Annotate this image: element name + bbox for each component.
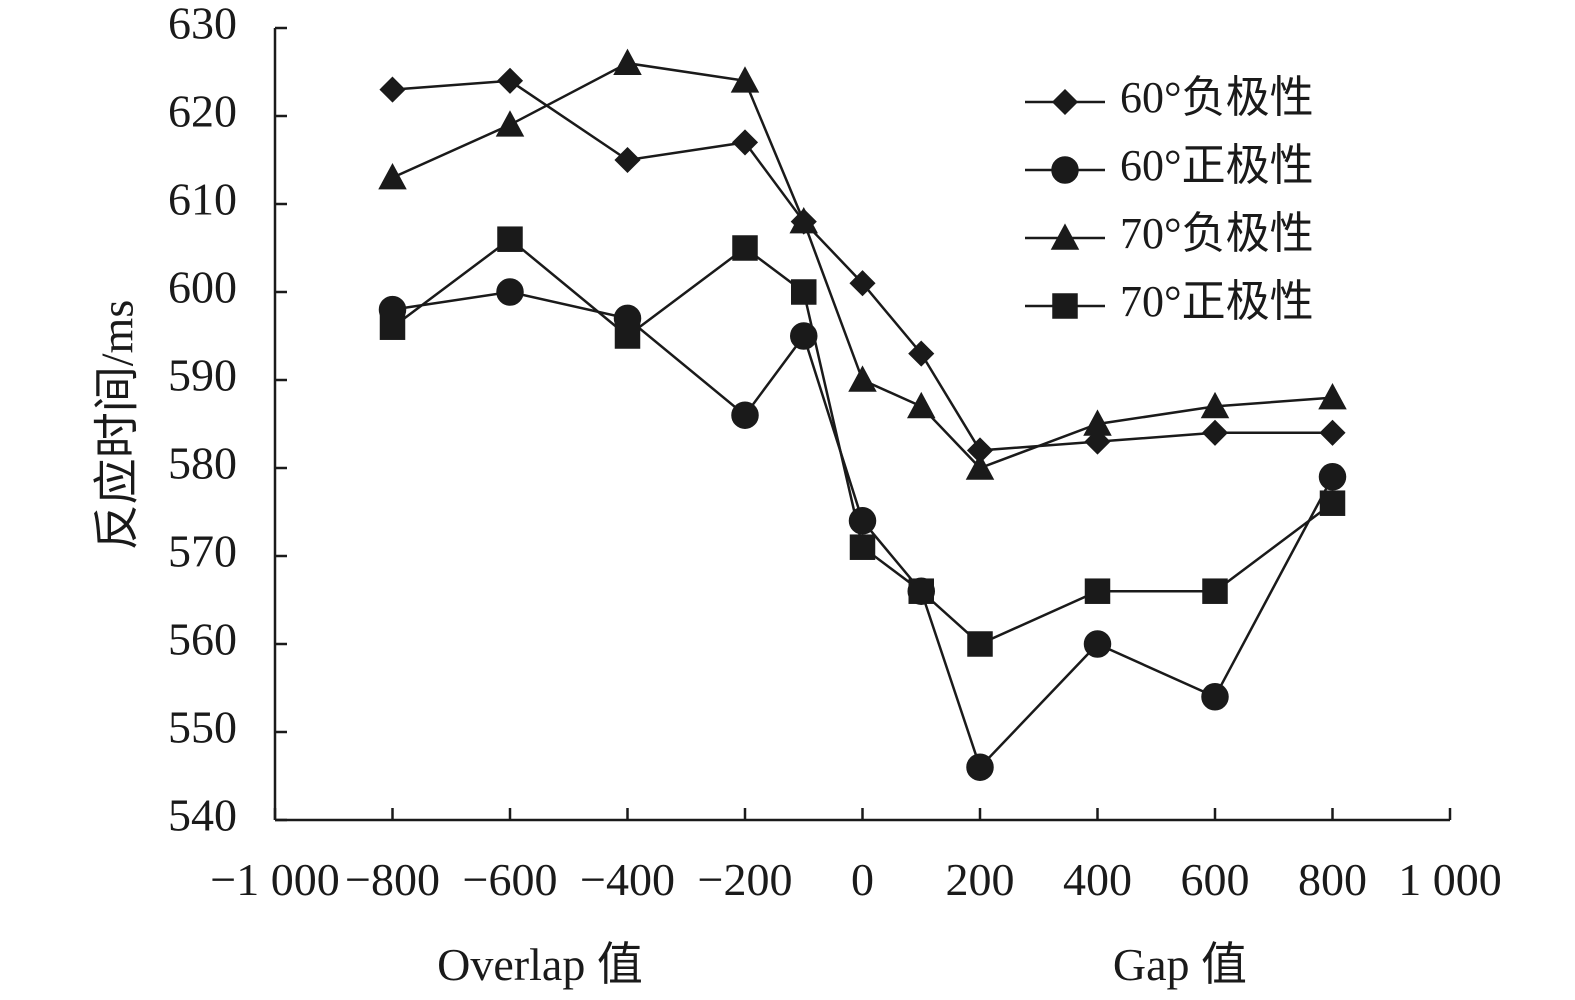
data-point bbox=[1201, 683, 1229, 711]
data-point bbox=[496, 67, 524, 94]
data-point bbox=[966, 753, 994, 781]
legend: 60°负极性 60°正极性 70°负极性 70°正极性 bbox=[1025, 73, 1314, 326]
data-point bbox=[908, 578, 934, 604]
data-point bbox=[731, 129, 759, 156]
x-tick-label: 0 bbox=[851, 854, 874, 905]
x-axis-title-overlap: Overlap 值 bbox=[437, 939, 643, 990]
data-point bbox=[790, 322, 818, 350]
y-tick-label: 580 bbox=[168, 438, 237, 489]
legend-item: 70°正极性 bbox=[1025, 277, 1314, 326]
y-tick-label: 540 bbox=[168, 790, 237, 841]
data-point bbox=[791, 279, 817, 305]
data-point bbox=[730, 66, 760, 93]
series-triangle bbox=[378, 48, 1347, 480]
data-point bbox=[789, 207, 819, 234]
data-point bbox=[906, 391, 936, 419]
legend-label: 70°负极性 bbox=[1120, 209, 1314, 258]
data-point bbox=[731, 401, 759, 429]
data-point bbox=[1083, 630, 1112, 658]
data-point bbox=[495, 110, 525, 137]
data-point bbox=[1200, 391, 1230, 419]
legend-label: 60°负极性 bbox=[1120, 73, 1314, 122]
x-tick-label: 1 000 bbox=[1398, 854, 1502, 905]
y-tick-label: 620 bbox=[168, 86, 237, 137]
data-point bbox=[1084, 578, 1111, 604]
legend-marker bbox=[1050, 223, 1080, 250]
data-point bbox=[848, 365, 877, 392]
data-point bbox=[908, 340, 935, 367]
data-point bbox=[732, 235, 758, 261]
data-point bbox=[1318, 383, 1347, 410]
y-tick-label: 590 bbox=[168, 350, 237, 401]
legend-label: 60°正极性 bbox=[1120, 141, 1314, 190]
y-tick-label: 610 bbox=[168, 174, 237, 225]
legend-label: 70°正极性 bbox=[1120, 277, 1314, 326]
legend-item: 70°负极性 bbox=[1025, 209, 1314, 258]
series-square bbox=[379, 226, 1346, 657]
x-tick-label: 400 bbox=[1063, 854, 1132, 905]
y-axis-title: 反应时间/ms bbox=[92, 300, 143, 550]
data-point bbox=[497, 226, 523, 252]
data-point bbox=[1319, 419, 1346, 446]
y-tick-label: 550 bbox=[168, 702, 237, 753]
x-axis-title-gap: Gap 值 bbox=[1113, 939, 1247, 990]
data-point bbox=[496, 278, 524, 306]
x-tick-label: 600 bbox=[1181, 854, 1250, 905]
data-point bbox=[967, 631, 993, 657]
x-tick-label: −600 bbox=[463, 854, 558, 905]
data-point bbox=[613, 48, 642, 75]
x-tick-label: 800 bbox=[1298, 854, 1367, 905]
legend-marker bbox=[1051, 156, 1079, 184]
legend-marker bbox=[1052, 293, 1078, 319]
data-point bbox=[965, 453, 995, 480]
y-tick-label: 560 bbox=[168, 614, 237, 665]
data-point bbox=[614, 323, 641, 349]
axes: 540 550 560 570 580 590 600 610 620 630 −1 000 −800… bbox=[168, 0, 1502, 905]
legend-item: 60°正极性 bbox=[1025, 141, 1314, 190]
series-layer bbox=[378, 48, 1347, 781]
y-tick-label: 630 bbox=[168, 0, 237, 49]
series-line bbox=[391, 61, 1333, 470]
data-point bbox=[849, 534, 876, 560]
data-point bbox=[1318, 463, 1347, 491]
data-point bbox=[1083, 409, 1112, 436]
y-tick-label: 570 bbox=[168, 526, 237, 577]
x-tick-label: −200 bbox=[698, 854, 793, 905]
data-point bbox=[379, 314, 406, 340]
x-tick-label: −1 000 bbox=[210, 854, 339, 905]
data-point bbox=[614, 146, 641, 174]
legend-item: 60°负极性 bbox=[1025, 73, 1314, 122]
data-point bbox=[849, 270, 876, 297]
data-point bbox=[379, 76, 406, 103]
data-point bbox=[1202, 578, 1228, 604]
series-diamond bbox=[379, 67, 1346, 464]
x-tick-label: −800 bbox=[345, 854, 440, 905]
data-point bbox=[1201, 419, 1229, 446]
x-tick-label: −400 bbox=[580, 854, 675, 905]
data-point bbox=[378, 163, 407, 190]
y-tick-label: 600 bbox=[168, 262, 237, 313]
series-circle bbox=[378, 278, 1347, 781]
x-tick-label: 200 bbox=[946, 854, 1015, 905]
series-line bbox=[392, 79, 1333, 452]
legend-marker bbox=[1051, 88, 1079, 116]
data-point bbox=[1319, 490, 1346, 516]
